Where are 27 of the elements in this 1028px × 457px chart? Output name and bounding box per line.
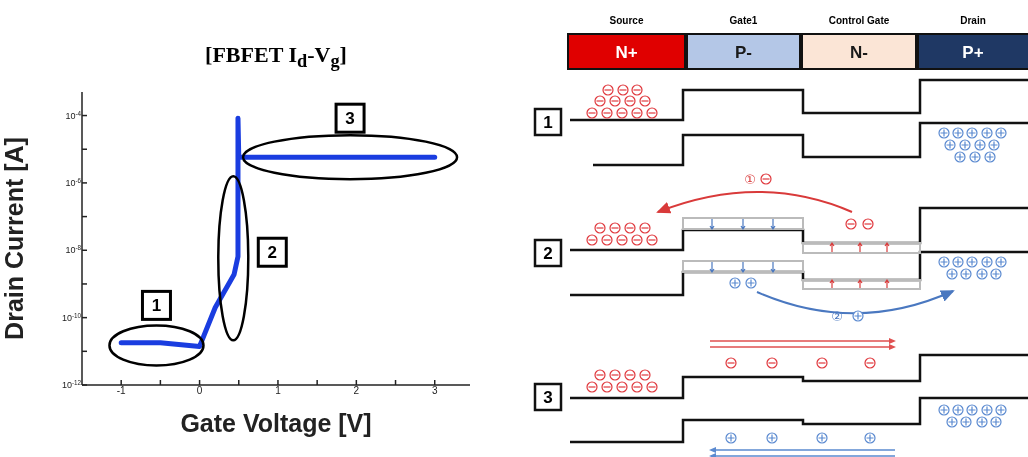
chart-title: [FBFET I$_{d}$-V$_{g}$] <box>204 42 348 73</box>
text: ① <box>744 172 756 187</box>
text: N- <box>850 43 868 62</box>
text: 2 <box>543 244 553 263</box>
text: N+ <box>615 43 638 62</box>
annotation: 2 <box>267 243 278 263</box>
text: P+ <box>962 43 984 62</box>
x-tick-label: 0 <box>196 385 203 396</box>
x-tick-label: 2 <box>353 385 360 396</box>
x-tick-label: 3 <box>431 385 438 396</box>
x-tick-label: -1 <box>116 385 127 396</box>
text: 1 <box>543 113 553 132</box>
text: P- <box>735 43 752 62</box>
x-axis-title: Gate Voltage [V] <box>180 409 372 437</box>
annotation: 3 <box>345 109 355 129</box>
x-tick-label: 1 <box>275 385 282 396</box>
y-axis-title: Drain Current [A] <box>0 137 28 340</box>
y-tick-label: 10$^{-12}$ <box>61 378 82 390</box>
y-tick-label: 10$^{-6}$ <box>65 176 82 188</box>
text: Control Gate <box>828 15 890 26</box>
annotation: 1 <box>151 296 162 316</box>
y-tick-label: 10$^{-8}$ <box>65 243 82 256</box>
text: Source <box>609 15 644 26</box>
y-tick-label: 10$^{-10}$ <box>61 311 82 323</box>
y-tick-label: 10$^{-4}$ <box>65 109 82 121</box>
text: Drain <box>960 15 986 26</box>
text: Gate1 <box>729 15 758 26</box>
